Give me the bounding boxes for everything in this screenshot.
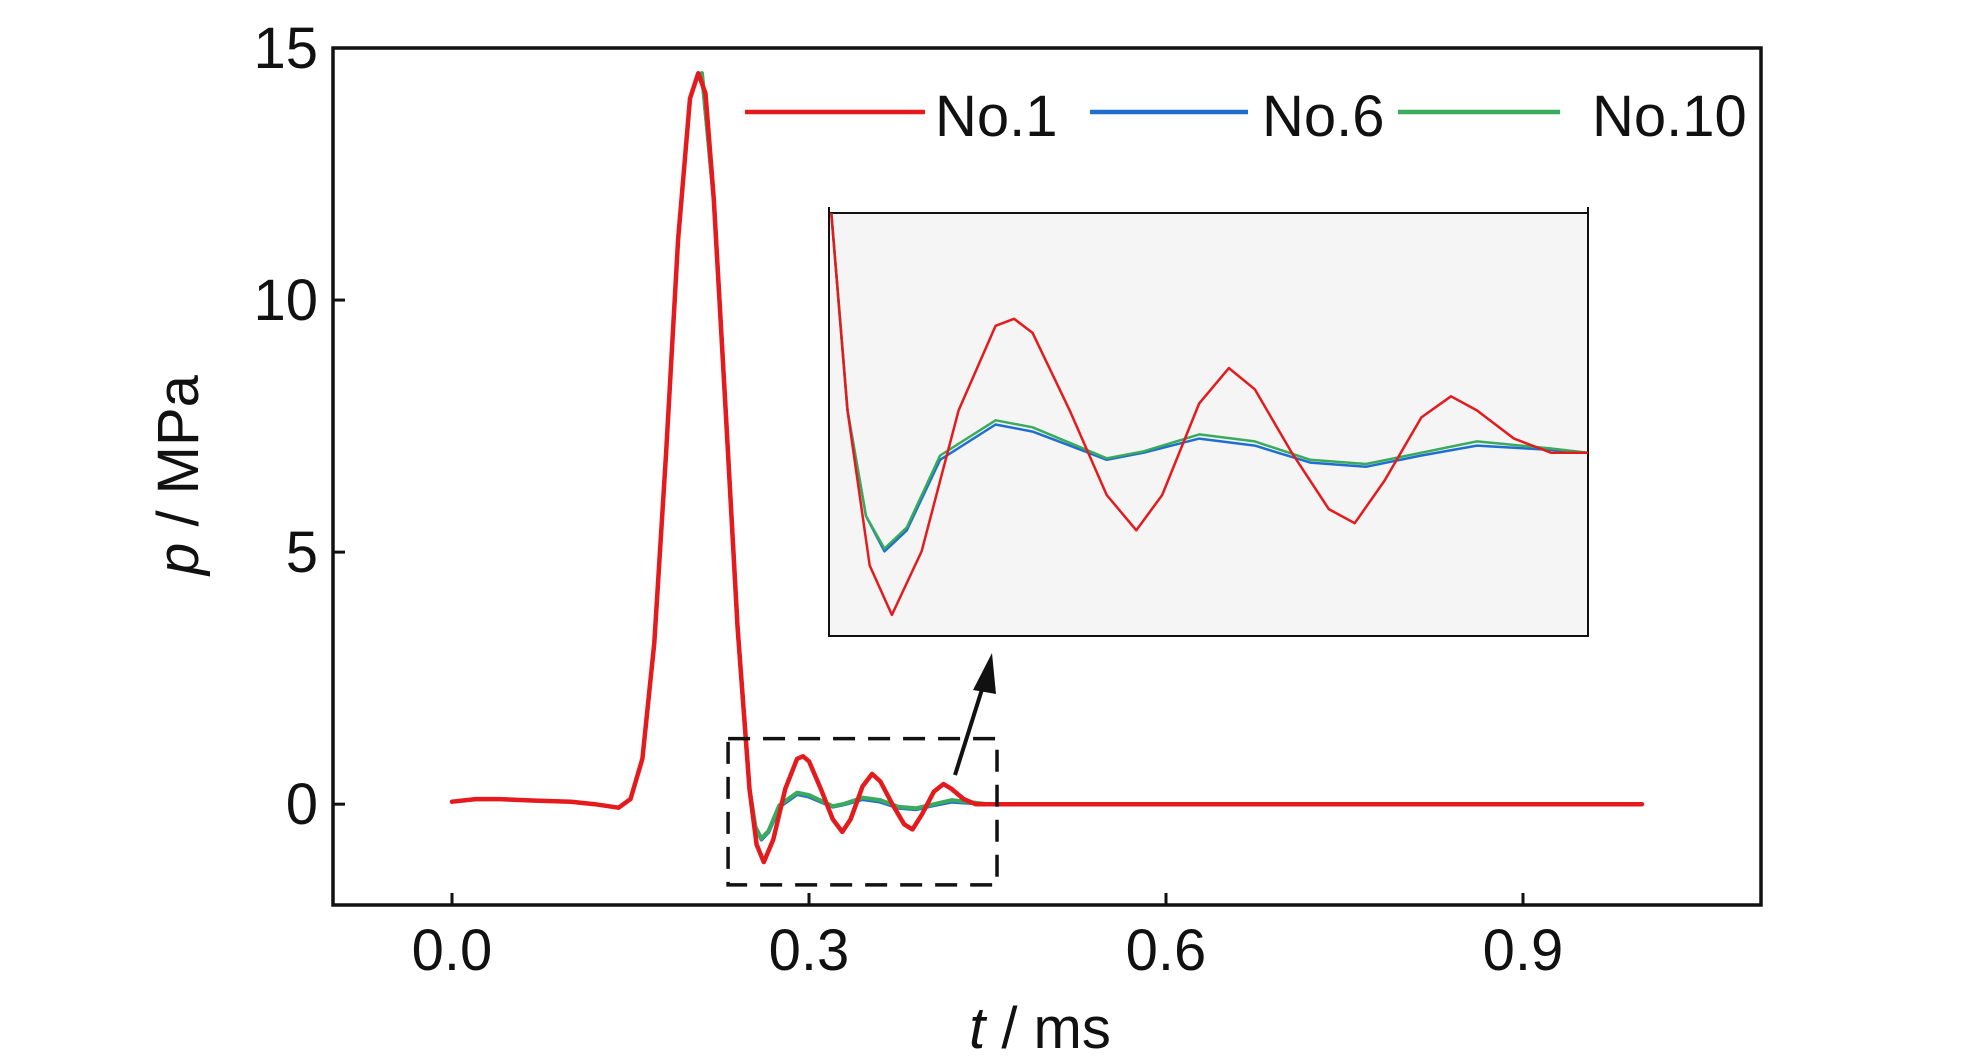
zoom-arrow-shaft	[953, 682, 986, 776]
zoom-annotation	[726, 653, 999, 887]
legend-label: No.1	[935, 84, 1058, 149]
x-tick-label: 0.9	[1483, 918, 1564, 983]
legend: No.1 No.6 No.10	[745, 84, 1747, 149]
series-lines	[449, 70, 1645, 865]
inset-chart	[828, 207, 1589, 637]
x-tick-label: 0.6	[1126, 918, 1207, 983]
y-tick-label: 0	[286, 772, 318, 837]
inset-frame	[828, 212, 1589, 637]
axes: 0.0 0.3 0.6 0.9 0 5 10 15	[253, 16, 1763, 983]
inset-line-no6	[830, 213, 1588, 553]
inset-line-no10	[830, 213, 1588, 550]
x-tick-label: 0.0	[412, 918, 493, 983]
y-tick-label: 10	[253, 268, 318, 333]
legend-label: No.10	[1592, 84, 1747, 149]
x-axis-label: t / ms	[969, 996, 1111, 1061]
axis-labels: t / ms p / MPa	[146, 374, 1111, 1061]
series-line-no1	[449, 70, 1645, 865]
inset-line-no1	[830, 213, 1588, 617]
x-tick-label: 0.3	[769, 918, 850, 983]
y-tick-label: 15	[253, 16, 318, 81]
y-tick-label: 5	[286, 520, 318, 585]
inset-lines	[830, 213, 1588, 617]
legend-label: No.6	[1262, 84, 1385, 149]
zoom-arrow-head	[973, 653, 996, 694]
plot-frame	[331, 46, 1763, 907]
y-axis-label: p / MPa	[146, 374, 211, 577]
zoom-box	[726, 736, 999, 887]
